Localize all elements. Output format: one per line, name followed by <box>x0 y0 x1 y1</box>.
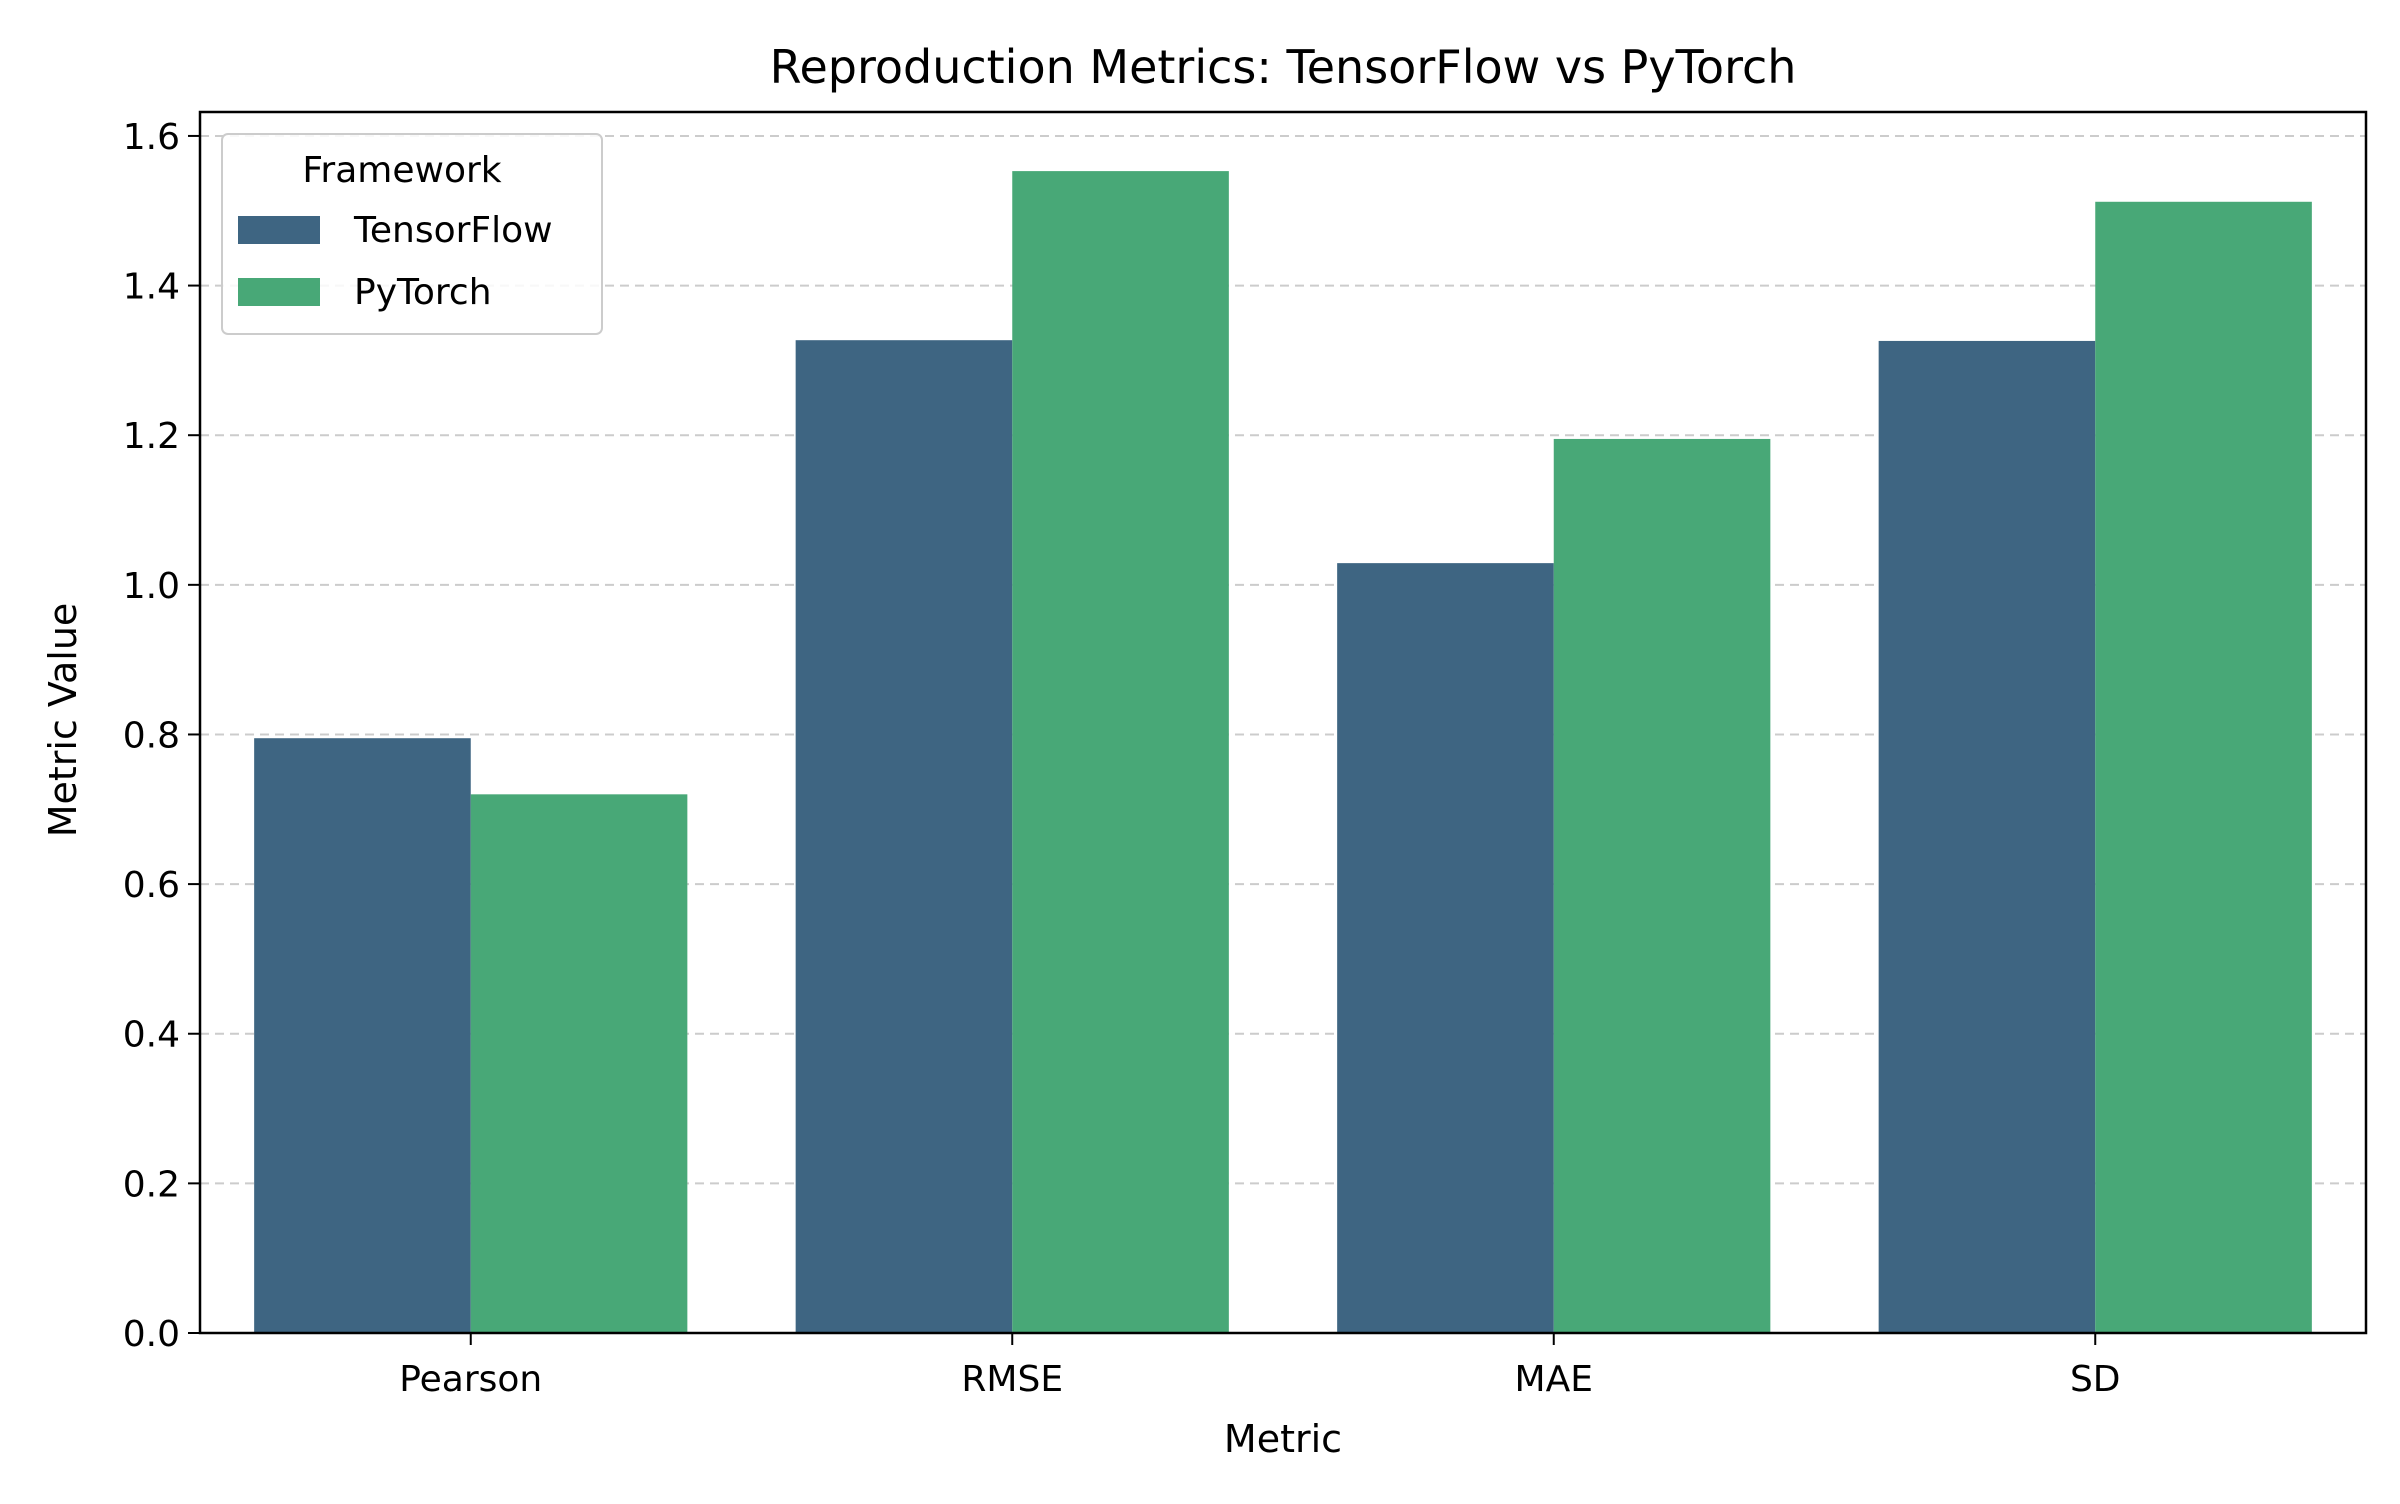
legend-title: Framework <box>302 150 501 191</box>
axes: 0.0 0.2 0.4 0.6 0.8 1.0 1.2 1.4 1.6 Pearson RMSE MA… <box>123 110 2368 1400</box>
y-tick-label: 1.0 <box>123 566 180 607</box>
y-tick-label: 0.0 <box>123 1314 180 1355</box>
y-tick-label: 1.6 <box>123 117 180 158</box>
bar-pytorch-pearson <box>470 794 688 1333</box>
x-axis-label: Metric <box>1224 1417 1342 1461</box>
x-tick-label: MAE <box>1515 1359 1593 1400</box>
bars <box>254 171 2312 1334</box>
y-axis-label: Metric Value <box>41 603 85 838</box>
x-tick-label: Pearson <box>399 1359 542 1400</box>
legend-label-pytorch: PyTorch <box>354 272 492 313</box>
bar-tensorflow-sd <box>1878 340 2096 1333</box>
chart-title: Reproduction Metrics: TensorFlow vs PyTo… <box>770 40 1797 94</box>
y-tick-label: 0.6 <box>123 865 180 906</box>
legend-label-tensorflow: TensorFlow <box>353 210 553 251</box>
legend-swatch-tensorflow <box>238 216 320 244</box>
x-tick-label: RMSE <box>961 1359 1063 1400</box>
y-tick-label: 0.4 <box>123 1015 180 1056</box>
x-tick-label: SD <box>2070 1359 2121 1400</box>
y-tick-label: 1.2 <box>123 416 180 457</box>
bar-tensorflow-rmse <box>795 340 1013 1333</box>
legend: Framework TensorFlow PyTorch <box>221 133 603 335</box>
bar-tensorflow-mae <box>1337 563 1554 1333</box>
legend-swatch-pytorch <box>238 278 320 306</box>
y-tick-label: 1.4 <box>123 267 180 308</box>
y-tick-label: 0.8 <box>123 715 180 756</box>
bar-pytorch-rmse <box>1012 171 1229 1334</box>
y-tick-label: 0.2 <box>123 1164 180 1205</box>
bar-pytorch-sd <box>2095 201 2312 1333</box>
plot-frame <box>198 110 2368 1335</box>
bar-tensorflow-pearson <box>254 738 471 1333</box>
bar-pytorch-mae <box>1553 438 1771 1334</box>
